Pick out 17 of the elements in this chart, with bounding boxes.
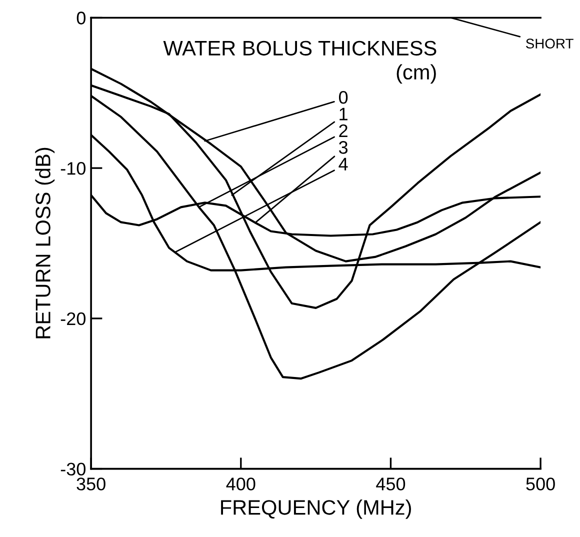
y-axis-title: RETURN LOSS (dB) bbox=[35, 148, 55, 338]
x-tick-label: 400 bbox=[226, 478, 256, 490]
annotation: 4 bbox=[338, 158, 348, 170]
annotation: 0 bbox=[338, 90, 348, 104]
x-tick-label: 350 bbox=[76, 478, 106, 490]
annotation: WATER BOLUS THICKNESS (cm) bbox=[163, 40, 436, 84]
x-tick-label: 450 bbox=[376, 478, 406, 490]
x-axis-title: FREQUENCY (MHz) bbox=[221, 500, 411, 519]
y-tick-label: -30 bbox=[60, 462, 86, 476]
annotation: 3 bbox=[338, 141, 348, 154]
annotation: 2 bbox=[339, 124, 348, 137]
y-tick-label: 0 bbox=[76, 12, 86, 24]
y-tick-label: -20 bbox=[60, 312, 86, 326]
annotation: 1 bbox=[340, 108, 348, 120]
annotation: SHORT bbox=[526, 38, 574, 49]
x-tick-label: 500 bbox=[526, 478, 555, 490]
y-tick-label: -10 bbox=[60, 162, 86, 175]
